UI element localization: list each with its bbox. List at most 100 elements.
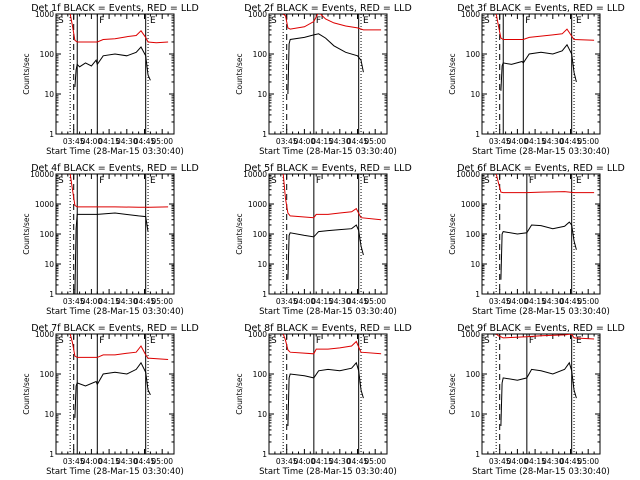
y-tick-label: 100 (466, 50, 481, 59)
corner-letter: F (99, 336, 104, 346)
y-tick-label: 100 (40, 50, 55, 59)
corner-letter: E (150, 176, 156, 186)
x-tick-label: 04:00 (81, 297, 103, 306)
series-group (495, 174, 595, 280)
x-tick-label: 04:30 (116, 297, 138, 306)
x-tick-label: 04:45 (347, 297, 369, 306)
events-series-line (287, 224, 364, 280)
chart-panel: Det 6f BLACK = Events, RED = LLD Counts/s… (448, 163, 625, 317)
corner-letter: E (576, 176, 582, 186)
lld-series-line (495, 174, 595, 194)
y-tick-label: 10 (44, 90, 54, 99)
y-tick-label: 1 (475, 450, 480, 459)
x-tick-label: 03:45 (489, 457, 511, 466)
corner-letter: S (58, 176, 64, 186)
x-axis-label: Start Time (28-Mar-15 03:30:40) (259, 467, 397, 477)
corner-letter: S (58, 16, 64, 26)
corner-letter: F (99, 176, 104, 186)
series-group (495, 334, 595, 427)
y-tick-label: 1 (49, 130, 54, 139)
x-tick-label: 03:45 (276, 297, 298, 306)
x-tick-label: 04:30 (542, 457, 564, 466)
x-axis-label: Start Time (28-Mar-15 03:30:40) (472, 147, 610, 157)
corner-letter: E (363, 16, 369, 26)
time-markers (69, 174, 149, 294)
y-tick-label: 1000 (461, 330, 480, 339)
y-tick-label: 10 (470, 260, 480, 269)
corner-letter: S (271, 16, 277, 26)
y-axis-label: Counts/sec (235, 53, 244, 94)
y-tick-label: 100 (466, 230, 481, 239)
y-tick-label: 10 (257, 260, 267, 269)
series-group (69, 14, 169, 88)
chart-panel: Det 9f BLACK = Events, RED = LLD Counts/s… (448, 323, 625, 477)
x-tick-label: 04:45 (134, 137, 156, 146)
y-tick-label: 10 (44, 260, 54, 269)
x-tick-label: 03:45 (63, 457, 85, 466)
y-axis-label: Counts/sec (448, 53, 457, 94)
x-tick-label: 05:00 (364, 297, 386, 306)
y-tick-label: 1 (475, 290, 480, 299)
y-axis-label: Counts/sec (22, 373, 31, 414)
x-tick-label: 04:15 (311, 137, 333, 146)
corner-letter: S (484, 176, 490, 186)
corner-letter: F (99, 16, 104, 26)
series-group (69, 174, 169, 294)
x-tick-label: 05:00 (364, 137, 386, 146)
x-tick-label: 05:00 (151, 137, 173, 146)
corner-letter: E (576, 16, 582, 26)
y-tick-label: 1 (262, 450, 267, 459)
y-tick-label: 1 (49, 290, 54, 299)
time-markers (495, 174, 575, 294)
chart-title: Det 8f BLACK = Events, RED = LLD (244, 323, 412, 334)
y-axis-label: Counts/sec (22, 53, 31, 94)
chart-title: Det 5f BLACK = Events, RED = LLD (244, 163, 412, 174)
x-tick-label: 03:45 (63, 137, 85, 146)
chart-title: Det 9f BLACK = Events, RED = LLD (457, 323, 625, 334)
x-tick-label: 04:00 (507, 297, 529, 306)
y-tick-label: 1000 (35, 10, 54, 19)
y-tick-label: 1 (262, 130, 267, 139)
y-tick-label: 100 (466, 370, 481, 379)
x-tick-label: 04:15 (524, 297, 546, 306)
x-tick-label: 04:45 (347, 137, 369, 146)
y-tick-label: 100 (40, 230, 55, 239)
x-axis-label: Start Time (28-Mar-15 03:30:40) (46, 307, 184, 317)
series-group (282, 334, 382, 427)
y-tick-label: 1 (262, 290, 267, 299)
corner-letter: E (363, 176, 369, 186)
corner-letter: E (150, 336, 156, 346)
series-group (69, 334, 169, 418)
y-axis-label: Counts/sec (22, 213, 31, 254)
lld-series-line (69, 334, 169, 360)
x-tick-label: 04:30 (329, 297, 351, 306)
x-tick-label: 04:45 (560, 137, 582, 146)
y-tick-label: 1000 (248, 200, 267, 209)
x-axis-label: Start Time (28-Mar-15 03:30:40) (472, 307, 610, 317)
chart-title: Det 6f BLACK = Events, RED = LLD (457, 163, 625, 174)
x-tick-label: 04:15 (98, 297, 120, 306)
chart-title: Det 7f BLACK = Events, RED = LLD (31, 323, 199, 334)
y-tick-label: 1000 (248, 10, 267, 19)
x-tick-label: 03:45 (276, 457, 298, 466)
chart-panel: Det 3f BLACK = Events, RED = LLD Counts/s… (448, 3, 625, 157)
x-tick-label: 03:45 (489, 137, 511, 146)
chart-panel: Det 5f BLACK = Events, RED = LLD Counts/s… (235, 163, 412, 317)
y-tick-label: 10 (470, 410, 480, 419)
lld-series-line (69, 174, 169, 208)
x-axis-label: Start Time (28-Mar-15 03:30:40) (259, 147, 397, 157)
events-series-line (74, 46, 151, 88)
x-tick-label: 04:00 (294, 137, 316, 146)
x-tick-label: 04:45 (134, 457, 156, 466)
x-tick-label: 04:15 (98, 137, 120, 146)
y-axis-label: Counts/sec (235, 213, 244, 254)
events-series-line (500, 43, 577, 91)
y-axis-label: Counts/sec (448, 213, 457, 254)
x-tick-label: 05:00 (151, 297, 173, 306)
time-markers (69, 14, 149, 134)
x-axis-label: Start Time (28-Mar-15 03:30:40) (46, 467, 184, 477)
y-tick-label: 1 (475, 130, 480, 139)
y-tick-label: 10 (257, 410, 267, 419)
series-group (282, 14, 382, 95)
corner-letter: F (529, 336, 534, 346)
